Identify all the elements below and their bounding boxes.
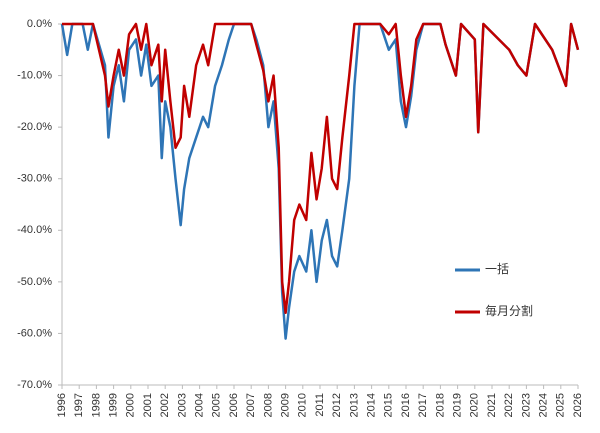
legend-label: 一括 [485,261,509,276]
y-tick-label: -50.0% [17,276,52,288]
y-tick-label: -10.0% [17,69,52,81]
x-tick-label: 2006 [228,393,240,417]
x-tick-label: 2009 [280,393,292,417]
x-tick-label: 2017 [417,393,429,417]
y-tick-label: -70.0% [17,379,52,391]
x-tick-label: 2020 [469,393,481,417]
x-tick-label: 2005 [211,393,223,417]
x-tick-label: 2022 [503,393,515,417]
x-tick-label: 2002 [159,393,171,417]
y-tick-label: 0.0% [27,18,52,30]
x-tick-label: 2015 [383,393,395,417]
x-tick-label: 2013 [348,393,360,417]
series-line [62,22,580,315]
x-tick-label: 2026 [572,393,584,417]
x-tick-label: 2010 [297,393,309,417]
x-tick-label: 2023 [520,393,532,417]
y-tick-label: -20.0% [17,121,52,133]
x-tick-label: 2004 [194,393,206,417]
y-tick-label: -30.0% [17,173,52,185]
x-tick-label: 2007 [245,393,257,417]
x-tick-label: 2000 [125,393,137,417]
x-tick-label: 2001 [142,393,154,417]
x-tick-label: 2011 [314,393,326,417]
x-tick-label: 2024 [538,393,550,417]
x-tick-label: 2008 [262,393,274,417]
x-tick-label: 2003 [176,393,188,417]
x-tick-label: 2025 [555,393,567,417]
x-tick-label: 1997 [73,393,85,417]
x-tick-label: 2021 [486,393,498,417]
x-tick-label: 1999 [108,393,120,417]
x-tick-label: 2016 [400,393,412,417]
x-tick-label: 2019 [452,393,464,417]
x-tick-label: 2018 [434,393,446,417]
legend-label: 毎月分割 [485,303,533,318]
y-tick-label: -40.0% [17,224,52,236]
x-tick-label: 1998 [90,393,102,417]
x-tick-label: 2014 [366,393,378,417]
x-tick-label: 1996 [56,393,68,417]
x-tick-label: 2012 [331,393,343,417]
y-tick-label: -60.0% [17,327,52,339]
